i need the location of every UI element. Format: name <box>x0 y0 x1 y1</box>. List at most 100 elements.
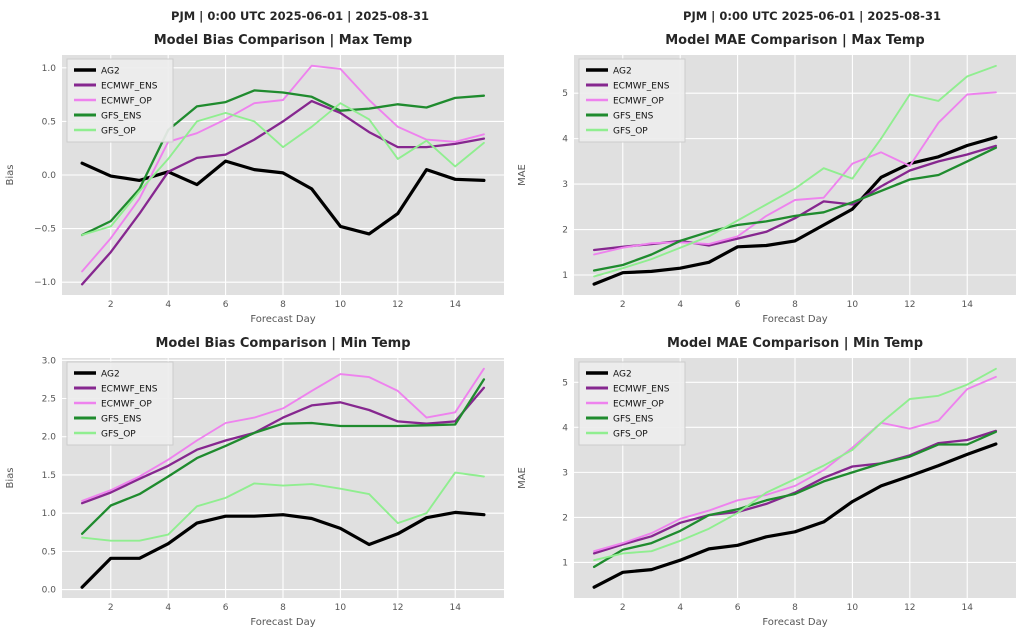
series-line-ecmwf_op <box>81 367 485 502</box>
series-lines <box>80 64 486 286</box>
x-tick-label: 14 <box>449 300 461 310</box>
x-tick-label: 2 <box>108 300 114 310</box>
legend-label-gfs_op: GFS_OP <box>613 430 648 440</box>
x-tick-label: 10 <box>335 603 347 613</box>
y-tick-label: 2 <box>562 226 568 236</box>
series-line-gfs_ens <box>592 146 998 272</box>
chart-bias-min-temp: 2 4 6 8 10 12 14 0.0 0.5 1.0 1.5 2.0 2.5 3.0 Model Bia… <box>0 328 512 628</box>
y-tick-label: 1 <box>562 271 568 281</box>
y-tick-label: 3 <box>562 180 568 190</box>
y-tick-label: 5 <box>562 89 568 99</box>
series-lines <box>592 367 998 589</box>
y-tick-label: 0.0 <box>42 586 57 596</box>
x-tick-label: 14 <box>961 300 973 310</box>
series-line-gfs_ens <box>80 378 486 535</box>
x-axis-label: Forecast Day <box>250 617 315 628</box>
series-lines <box>592 64 998 286</box>
chart-title: Model Bias Comparison | Max Temp <box>154 33 413 48</box>
series-line-ecmwf_ens <box>592 429 998 555</box>
legend-label-gfs_ens: GFS_ENS <box>101 112 142 122</box>
legend-label-ag2: AG2 <box>613 370 632 380</box>
x-axis-label: Forecast Day <box>250 314 315 325</box>
y-tick-label: 1.5 <box>42 471 56 481</box>
legend-label-gfs_ens: GFS_ENS <box>613 415 654 425</box>
legend: AG2 ECMWF_ENS ECMWF_OP GFS_ENS GFS_OP <box>578 361 686 446</box>
x-tick-label: 4 <box>165 300 171 310</box>
y-tick-label: 3.0 <box>42 356 57 366</box>
series-line-ag2 <box>592 442 998 589</box>
y-tick-label: 3 <box>562 468 568 478</box>
legend-label-gfs_op: GFS_OP <box>613 127 648 137</box>
x-tick-label: 2 <box>620 603 626 613</box>
y-tick-label: 1.0 <box>42 509 57 519</box>
series-line-gfs_op <box>593 367 997 562</box>
x-tick-label: 14 <box>449 603 461 613</box>
legend: AG2 ECMWF_ENS ECMWF_OP GFS_ENS GFS_OP <box>578 58 686 143</box>
legend-label-ecmwf_ens: ECMWF_ENS <box>613 385 670 395</box>
x-tick-label: 12 <box>392 300 403 310</box>
x-tick-label: 10 <box>847 603 859 613</box>
chart-mae-max-temp: 2 4 6 8 10 12 14 1 2 3 4 5 Model MAE Comparison | Ma… <box>512 25 1024 325</box>
legend-label-gfs_ens: GFS_ENS <box>101 415 142 425</box>
legend-label-ag2: AG2 <box>101 370 120 380</box>
y-tick-label: 1 <box>562 558 568 568</box>
series-line-gfs_op <box>81 471 485 542</box>
chart-title: Model MAE Comparison | Max Temp <box>665 33 925 48</box>
x-tick-label: 8 <box>792 300 798 310</box>
x-tick-label: 10 <box>847 300 859 310</box>
legend: AG2 ECMWF_ENS ECMWF_OP GFS_ENS GFS_OP <box>66 361 174 446</box>
series-line-gfs_ens <box>80 89 486 237</box>
series-line-ag2 <box>80 159 486 236</box>
series-line-ag2 <box>592 135 998 286</box>
bias-min-temp-plot: 2 4 6 8 10 12 14 0.0 0.5 1.0 1.5 2.0 2.5 3.0 Model Bia… <box>5 336 504 628</box>
legend-label-ecmwf_op: ECMWF_OP <box>101 400 152 410</box>
series-line-ecmwf_ens <box>80 386 486 505</box>
y-tick-label: 5 <box>562 378 568 388</box>
y-tick-label: 0.0 <box>42 171 57 181</box>
x-tick-label: 6 <box>223 300 229 310</box>
legend-label-ecmwf_ens: ECMWF_ENS <box>101 385 158 395</box>
y-axis-label: MAE <box>517 164 528 186</box>
y-tick-label: 2.5 <box>42 395 56 405</box>
x-tick-label: 6 <box>735 603 741 613</box>
bias-max-temp-plot: 2 4 6 8 10 12 14 −1.0 −0.5 0.0 0.5 1.0 Model Bias Co… <box>5 33 504 325</box>
x-tick-label: 4 <box>165 603 171 613</box>
x-tick-label: 4 <box>677 603 683 613</box>
x-tick-label: 6 <box>735 300 741 310</box>
series-line-gfs_op <box>593 64 997 278</box>
x-tick-label: 4 <box>677 300 683 310</box>
y-tick-label: 0.5 <box>42 117 56 127</box>
chart-title: Model MAE Comparison | Min Temp <box>667 336 923 351</box>
legend: AG2 ECMWF_ENS ECMWF_OP GFS_ENS GFS_OP <box>66 58 174 143</box>
series-line-ecmwf_op <box>593 375 997 553</box>
y-tick-label: 4 <box>562 135 568 145</box>
x-tick-label: 2 <box>620 300 626 310</box>
legend-label-ecmwf_op: ECMWF_OP <box>613 400 664 410</box>
legend-label-ecmwf_ens: ECMWF_ENS <box>101 82 158 92</box>
series-line-gfs_op <box>81 102 485 236</box>
tick-labels: 2 4 6 8 10 12 14 −1.0 −0.5 0.0 0.5 1.0 <box>34 64 461 310</box>
x-tick-label: 6 <box>223 603 229 613</box>
y-axis-label: MAE <box>517 467 528 489</box>
x-tick-label: 12 <box>392 603 403 613</box>
legend-label-gfs_op: GFS_OP <box>101 430 136 440</box>
y-tick-label: 2 <box>562 513 568 523</box>
y-tick-label: 1.0 <box>42 64 57 74</box>
suptitle-left-column: PJM | 0:00 UTC 2025-06-01 | 2025-08-31 <box>171 9 429 23</box>
chart-bias-max-temp: 2 4 6 8 10 12 14 −1.0 −0.5 0.0 0.5 1.0 Model Bias Co… <box>0 25 512 325</box>
legend-label-ecmwf_ens: ECMWF_ENS <box>613 82 670 92</box>
series-line-gfs_ens <box>592 430 998 569</box>
x-tick-label: 2 <box>108 603 114 613</box>
legend-label-ag2: AG2 <box>101 67 120 77</box>
y-tick-label: 4 <box>562 423 568 433</box>
series-lines <box>80 367 486 589</box>
x-tick-label: 14 <box>961 603 973 613</box>
x-axis-label: Forecast Day <box>762 314 827 325</box>
x-tick-label: 8 <box>280 300 286 310</box>
x-tick-label: 8 <box>280 603 286 613</box>
x-tick-label: 10 <box>335 300 347 310</box>
y-tick-label: −1.0 <box>34 278 56 288</box>
